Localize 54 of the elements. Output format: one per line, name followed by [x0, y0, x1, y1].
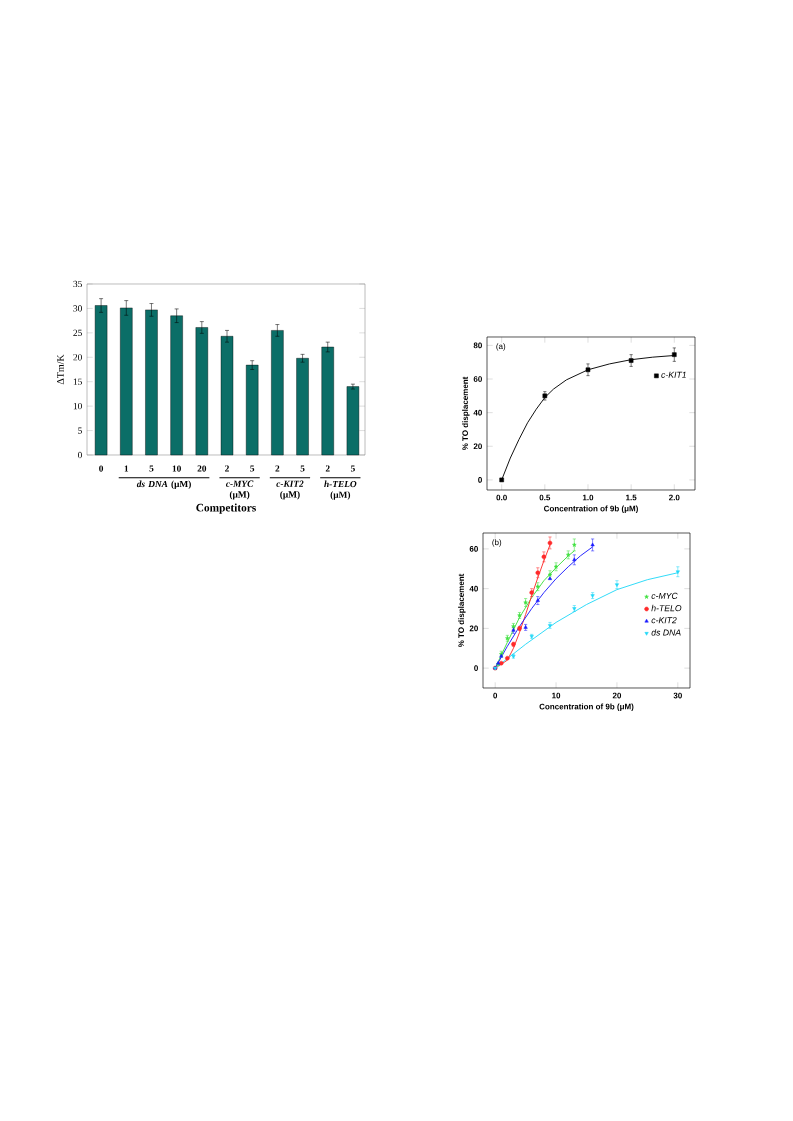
legend-label: c-KIT2 [651, 617, 677, 624]
y-tick-label: 25 [73, 329, 82, 336]
y-tick-label: 0 [478, 477, 482, 483]
y-axis-title: ΔTm/K [57, 354, 64, 385]
y-tick-label: 15 [73, 378, 82, 385]
x-axis-title: Competitors [196, 503, 256, 514]
y-tick-label: 40 [473, 409, 482, 416]
y-tick-label: 20 [73, 354, 82, 361]
y-tick-label: 10 [73, 402, 82, 410]
x-tick-label: 2.0 [669, 494, 680, 501]
y-tick-label: 60 [473, 376, 482, 382]
x-tick-label: 2 [325, 465, 330, 472]
x-tick-label: 0.0 [496, 494, 507, 501]
legend-label: h-TELO [651, 604, 682, 612]
legend-label: c-KIT1 [661, 371, 686, 378]
legend-label: ds DNA [651, 629, 681, 636]
y-tick-label: 40 [469, 585, 478, 592]
x-tick-label: 20 [197, 465, 207, 472]
y-axis-title: % TO displacement [462, 376, 470, 451]
x-tick-label: 5 [350, 465, 355, 472]
y-tick-label: 0 [474, 665, 478, 671]
x-tick-label: 5 [250, 465, 255, 472]
x-tick-label: 30 [673, 692, 682, 699]
x-tick-label: 10 [172, 465, 181, 472]
y-tick-label: 60 [469, 546, 478, 552]
y-tick-label: 20 [473, 443, 482, 450]
x-tick-label: 10 [552, 692, 561, 699]
legend-label: c-MYC [651, 592, 678, 599]
x-tick-label: 2 [225, 465, 229, 472]
x-tick-label: 1.5 [626, 494, 637, 501]
y-axis-title: % TO displacement [458, 573, 466, 648]
annotation: (b) [492, 539, 502, 547]
x-tick-label: 5 [300, 465, 305, 472]
y-tick-label: 30 [73, 305, 82, 312]
x-tick-label: 0 [493, 692, 498, 699]
y-tick-label: 80 [473, 342, 482, 349]
text: c-KIT2 (μM) [276, 480, 304, 500]
x-tick-label: 0 [99, 465, 104, 472]
x-tick-label: 1.0 [582, 494, 594, 501]
x-tick-label: 5 [149, 465, 154, 472]
text: ds DNA (μM) [136, 480, 191, 490]
x-tick-label: 20 [612, 692, 622, 699]
y-tick-label: 0 [77, 451, 82, 459]
text: h-TELO (μM) [324, 480, 357, 500]
y-tick-label: 35 [73, 280, 82, 288]
x-tick-label: 0.5 [539, 494, 551, 501]
x-tick-label: 2 [275, 465, 280, 472]
x-axis-title: Concentration of 9b (μM) [544, 505, 638, 513]
y-tick-label: 5 [78, 427, 82, 434]
y-tick-label: 20 [469, 625, 478, 632]
x-axis-title: Concentration of 9b (μM) [539, 703, 634, 711]
annotation: (a) [496, 343, 506, 351]
x-tick-label: 1 [124, 465, 129, 472]
text: c-MYC (μM) [226, 480, 254, 500]
